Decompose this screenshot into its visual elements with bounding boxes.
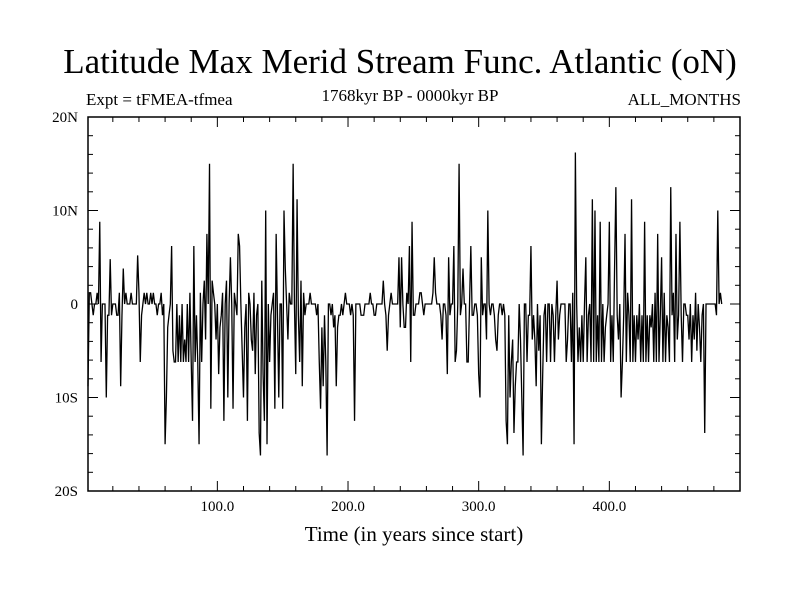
x-tick-label: 200.0: [331, 499, 365, 515]
y-tick-label: 20N: [52, 110, 78, 126]
experiment-label: Expt = tFMEA-tfmea: [86, 90, 233, 109]
x-axis-label: Time (in years since start): [304, 522, 524, 546]
y-tick-label: 0: [71, 297, 79, 313]
series-line: [87, 152, 723, 456]
y-tick-label: 10S: [55, 391, 78, 407]
time-range-label: 1768kyr BP - 0000kyr BP: [321, 86, 499, 105]
x-tick-label: 400.0: [592, 499, 626, 515]
plot-frame: [87, 116, 741, 492]
x-tick-label: 300.0: [462, 499, 496, 515]
x-tick-label: 100.0: [200, 499, 234, 515]
months-label: ALL_MONTHS: [627, 90, 741, 109]
y-tick-label: 10N: [52, 204, 78, 220]
y-tick-label: 20S: [55, 484, 78, 500]
chart-title: Latitude Max Merid Stream Func. Atlantic…: [63, 42, 737, 81]
